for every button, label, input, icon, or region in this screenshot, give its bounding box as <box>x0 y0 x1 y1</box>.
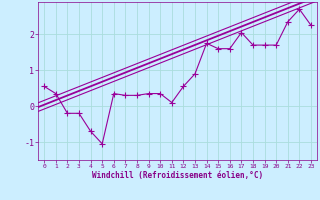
X-axis label: Windchill (Refroidissement éolien,°C): Windchill (Refroidissement éolien,°C) <box>92 171 263 180</box>
